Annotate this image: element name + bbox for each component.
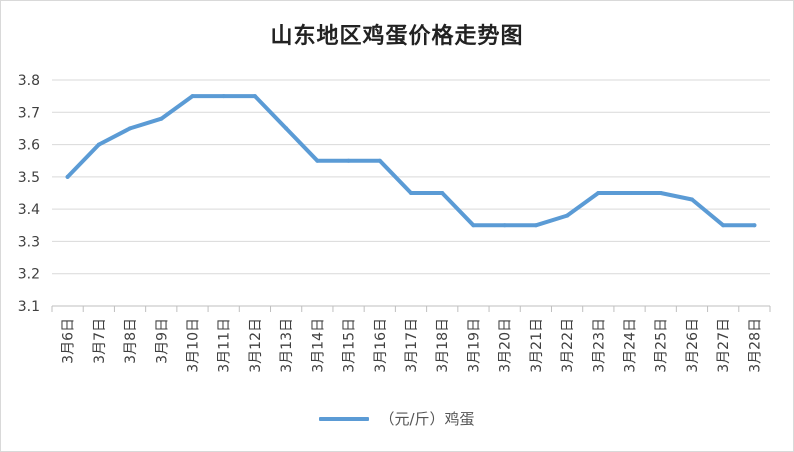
x-tick-label: 3月21日 <box>529 318 545 373</box>
data-point <box>190 94 195 99</box>
data-point <box>377 158 382 163</box>
data-point <box>596 191 601 195</box>
data-point <box>689 197 694 202</box>
chart-title: 山东地区鸡蛋价格走势图 <box>270 23 524 49</box>
data-point <box>533 223 538 228</box>
data-point <box>128 126 133 131</box>
legend-swatch <box>319 416 370 421</box>
data-point <box>471 223 476 228</box>
x-tick-label: 3月8日 <box>123 318 139 364</box>
y-tick-label: 3.2 <box>18 267 40 283</box>
x-tick-label: 3月23日 <box>591 318 607 373</box>
data-point <box>65 174 70 179</box>
x-tick-label: 3月11日 <box>217 318 233 373</box>
x-tick-label: 3月12日 <box>248 318 264 373</box>
x-tick-label: 3月24日 <box>623 318 639 373</box>
series-line <box>65 94 757 228</box>
legend-label: （元/斤）鸡蛋 <box>379 410 475 428</box>
data-point <box>440 191 445 195</box>
data-point <box>565 213 570 218</box>
data-point <box>221 94 226 99</box>
data-point <box>346 158 351 163</box>
data-point <box>502 223 507 228</box>
data-point <box>315 158 320 163</box>
x-tick-label: 3月27日 <box>716 318 732 373</box>
y-tick-label: 3.3 <box>18 234 40 250</box>
data-point <box>284 126 289 131</box>
y-tick-label: 3.6 <box>18 138 40 154</box>
x-tick-label: 3月25日 <box>654 318 670 373</box>
y-tick-label: 3.7 <box>18 105 40 121</box>
x-tick-label: 3月15日 <box>342 318 358 373</box>
data-point <box>658 191 663 195</box>
x-tick-label: 3月16日 <box>373 318 389 373</box>
data-point <box>409 191 413 195</box>
data-point <box>252 94 257 99</box>
data-point <box>752 223 757 228</box>
x-tick-label: 3月13日 <box>279 318 295 373</box>
legend: （元/斤）鸡蛋 <box>0 408 794 429</box>
x-tick-label: 3月7日 <box>92 318 108 364</box>
x-tick-label: 3月9日 <box>154 318 170 364</box>
y-tick-label: 3.8 <box>18 73 40 89</box>
y-tick-label: 3.5 <box>18 170 40 186</box>
x-tick-label: 3月20日 <box>498 318 514 373</box>
x-tick-label: 3月22日 <box>560 318 576 373</box>
x-tick-label: 3月17日 <box>404 318 420 373</box>
x-tick-label: 3月10日 <box>185 318 201 373</box>
x-tick-label: 3月14日 <box>310 318 326 373</box>
x-tick-label: 3月19日 <box>466 318 482 373</box>
x-tick-label: 3月18日 <box>435 318 451 373</box>
x-tick-label: 3月28日 <box>747 318 763 373</box>
x-tick-label: 3月6日 <box>61 318 77 364</box>
data-point <box>627 191 632 195</box>
data-point <box>721 223 726 228</box>
data-point <box>159 116 164 121</box>
y-tick-label: 3.1 <box>18 299 40 315</box>
x-tick-label: 3月26日 <box>685 318 701 373</box>
y-tick-label: 3.4 <box>18 202 40 218</box>
data-point <box>96 142 101 147</box>
